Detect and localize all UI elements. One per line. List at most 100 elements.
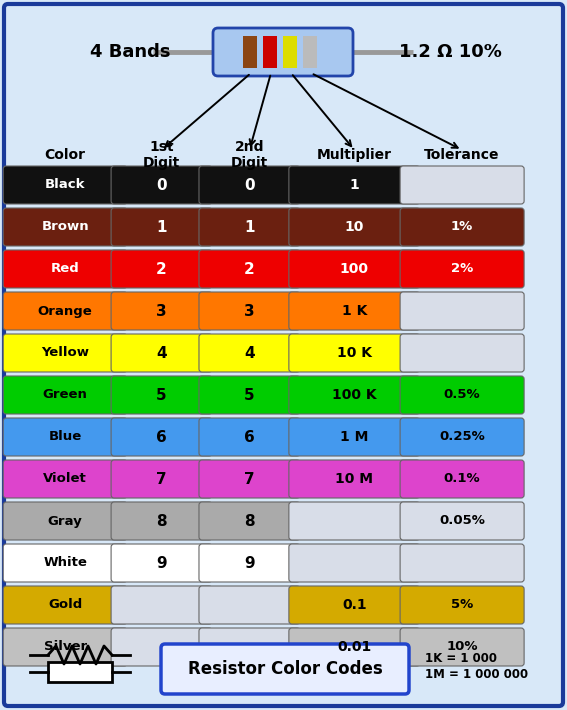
Text: 9: 9 [244, 555, 255, 571]
FancyBboxPatch shape [3, 166, 127, 204]
FancyBboxPatch shape [199, 460, 300, 498]
Bar [303, 36, 317, 68]
Text: 1 M: 1 M [340, 430, 369, 444]
FancyBboxPatch shape [111, 460, 212, 498]
FancyBboxPatch shape [400, 376, 524, 414]
FancyBboxPatch shape [3, 334, 127, 372]
Text: Brown: Brown [41, 221, 89, 234]
Text: 7: 7 [156, 471, 167, 486]
Text: Resistor Color Codes: Resistor Color Codes [188, 660, 382, 678]
FancyBboxPatch shape [199, 376, 300, 414]
Text: 3: 3 [156, 303, 167, 319]
FancyBboxPatch shape [400, 502, 524, 540]
Text: 9: 9 [156, 555, 167, 571]
FancyBboxPatch shape [3, 292, 127, 330]
FancyBboxPatch shape [400, 586, 524, 624]
FancyBboxPatch shape [199, 418, 300, 456]
FancyBboxPatch shape [111, 544, 212, 582]
Text: 1.2 Ω 10%: 1.2 Ω 10% [399, 43, 501, 61]
FancyBboxPatch shape [289, 166, 420, 204]
FancyBboxPatch shape [111, 586, 212, 624]
Text: 10: 10 [345, 220, 364, 234]
FancyBboxPatch shape [3, 250, 127, 288]
FancyBboxPatch shape [400, 628, 524, 666]
Text: 1: 1 [244, 219, 255, 234]
Bar [283, 36, 297, 68]
FancyBboxPatch shape [111, 334, 212, 372]
FancyBboxPatch shape [111, 376, 212, 414]
Text: 0.25%: 0.25% [439, 430, 485, 444]
FancyBboxPatch shape [3, 544, 127, 582]
Text: 0.5%: 0.5% [444, 388, 480, 401]
FancyBboxPatch shape [3, 418, 127, 456]
Text: Blue: Blue [49, 430, 82, 444]
Text: Gold: Gold [48, 599, 82, 611]
FancyBboxPatch shape [3, 460, 127, 498]
Text: 2%: 2% [451, 263, 473, 275]
FancyBboxPatch shape [400, 418, 524, 456]
FancyBboxPatch shape [289, 334, 420, 372]
Text: 1: 1 [349, 178, 359, 192]
FancyBboxPatch shape [289, 376, 420, 414]
FancyBboxPatch shape [400, 334, 524, 372]
FancyBboxPatch shape [289, 250, 420, 288]
Text: Black: Black [45, 178, 86, 192]
Text: 6: 6 [156, 430, 167, 444]
Text: 10 M: 10 M [335, 472, 374, 486]
FancyBboxPatch shape [161, 644, 409, 694]
Text: Silver: Silver [44, 640, 87, 653]
Text: 2nd
Digit: 2nd Digit [231, 141, 268, 170]
Text: Violet: Violet [43, 472, 87, 486]
FancyBboxPatch shape [289, 586, 420, 624]
FancyBboxPatch shape [111, 292, 212, 330]
FancyBboxPatch shape [111, 166, 212, 204]
FancyBboxPatch shape [289, 544, 420, 582]
Text: 1%: 1% [451, 221, 473, 234]
Text: Green: Green [43, 388, 88, 401]
Text: Gray: Gray [48, 515, 83, 528]
Text: 1: 1 [156, 219, 167, 234]
Text: 1 K: 1 K [342, 304, 367, 318]
Text: 2: 2 [244, 261, 255, 276]
Text: 4: 4 [244, 346, 255, 361]
FancyBboxPatch shape [3, 208, 127, 246]
Text: 1st
Digit: 1st Digit [143, 141, 180, 170]
Text: 10 K: 10 K [337, 346, 372, 360]
Text: 5: 5 [244, 388, 255, 403]
Text: 4: 4 [156, 346, 167, 361]
FancyBboxPatch shape [199, 250, 300, 288]
Text: White: White [43, 557, 87, 569]
FancyBboxPatch shape [289, 418, 420, 456]
FancyBboxPatch shape [400, 250, 524, 288]
Text: 4 Bands: 4 Bands [90, 43, 170, 61]
Text: Color: Color [45, 148, 86, 162]
Text: 7: 7 [244, 471, 255, 486]
FancyBboxPatch shape [400, 460, 524, 498]
FancyBboxPatch shape [199, 586, 300, 624]
Text: 100 K: 100 K [332, 388, 376, 402]
FancyBboxPatch shape [3, 628, 127, 666]
Text: 5: 5 [156, 388, 167, 403]
FancyBboxPatch shape [111, 628, 212, 666]
Text: 0.05%: 0.05% [439, 515, 485, 528]
FancyBboxPatch shape [111, 418, 212, 456]
Text: 100: 100 [340, 262, 369, 276]
FancyBboxPatch shape [400, 208, 524, 246]
Text: Yellow: Yellow [41, 346, 89, 359]
FancyBboxPatch shape [199, 208, 300, 246]
Text: 10%: 10% [446, 640, 478, 653]
Text: 0.1: 0.1 [342, 598, 367, 612]
FancyBboxPatch shape [289, 502, 420, 540]
FancyBboxPatch shape [289, 628, 420, 666]
FancyBboxPatch shape [400, 292, 524, 330]
FancyBboxPatch shape [3, 586, 127, 624]
Text: Multiplier: Multiplier [317, 148, 392, 162]
FancyBboxPatch shape [3, 376, 127, 414]
FancyBboxPatch shape [213, 28, 353, 76]
Text: 1K = 1 000: 1K = 1 000 [425, 652, 497, 665]
Bar [243, 36, 257, 68]
FancyBboxPatch shape [199, 628, 300, 666]
FancyBboxPatch shape [400, 166, 524, 204]
Text: 0.01: 0.01 [337, 640, 371, 654]
Text: 6: 6 [244, 430, 255, 444]
